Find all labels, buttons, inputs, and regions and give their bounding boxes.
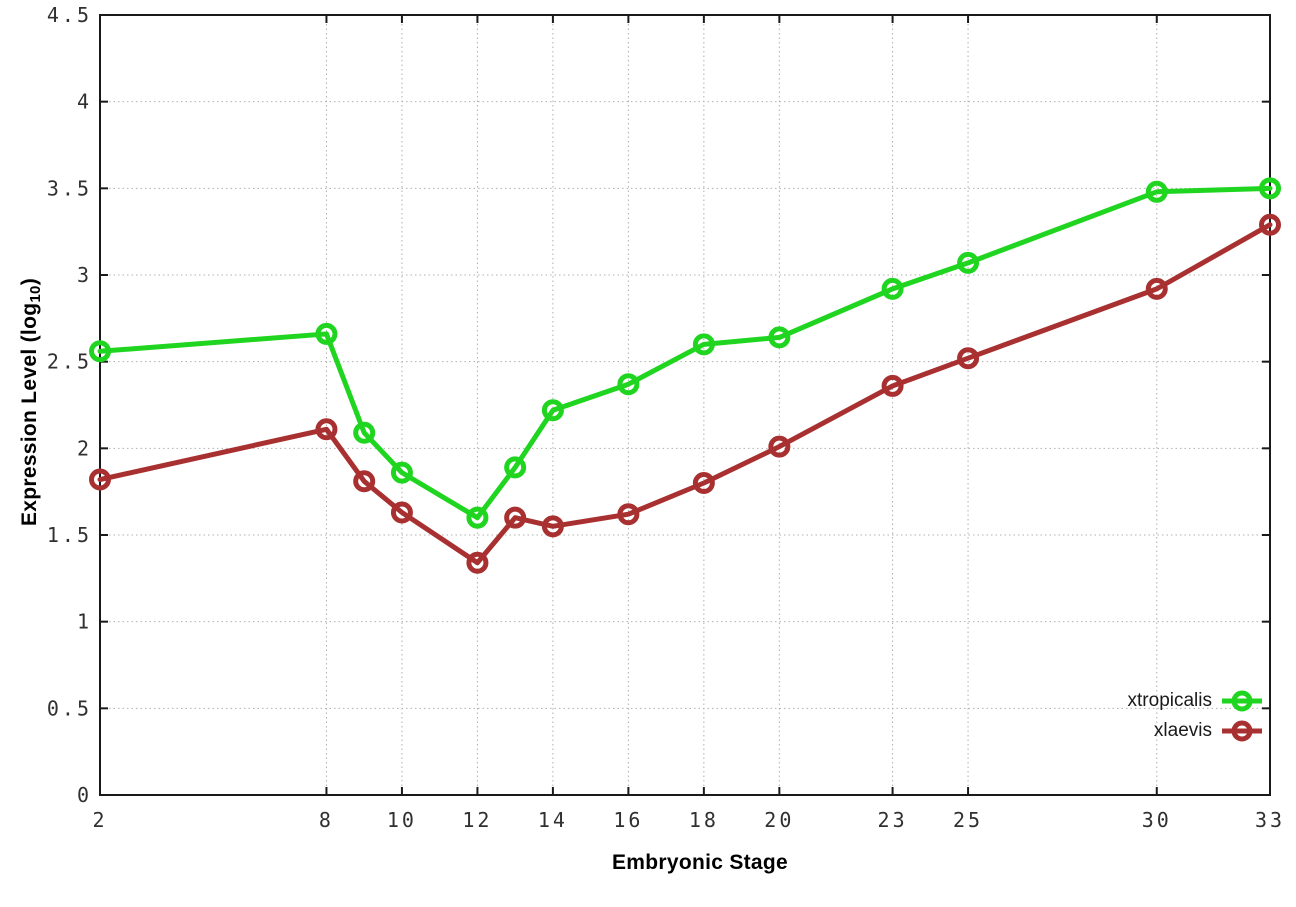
x-tick-label: 14 [538,808,568,832]
data-point-xlaevis [466,551,489,574]
y-axis-title-text: Expression Level (log [18,302,42,527]
series-line-xtropicalis [97,185,1273,521]
data-point-xtropicalis [768,326,791,349]
legend-label-xtropicalis: xtropicalis [1127,690,1212,711]
x-tick-label: 10 [387,808,417,832]
y-tick-label: 0 [77,783,92,807]
data-point-xlaevis [1259,213,1281,236]
x-tick-label: 30 [1142,808,1172,832]
y-tick-label: 2.5 [47,350,92,374]
data-point-xtropicalis [390,461,413,484]
chart-legend: xtropicalis xlaevis [1128,686,1263,746]
x-tick-label: 8 [319,808,334,832]
y-tick-label: 1.5 [47,523,92,547]
plot-border [99,14,1271,796]
y-tick-label: 4 [77,90,92,114]
x-tick-label: 18 [689,808,719,832]
data-point-xlaevis [541,515,564,538]
x-tick-label: 23 [878,808,908,832]
legend-entry-xlaevis: xlaevis [1128,716,1263,746]
y-axis-title-subscript: 10 [26,285,44,303]
data-point-xtropicalis [541,399,564,422]
data-point-xtropicalis [1145,180,1168,203]
legend-entry-xtropicalis: xtropicalis [1128,686,1263,716]
data-point-xlaevis [315,418,338,441]
data-point-xtropicalis [353,421,376,444]
data-point-xtropicalis [504,456,527,479]
x-tick-label: 16 [613,808,643,832]
y-axis-title-suffix: ) [18,277,42,286]
data-point-xtropicalis [692,333,715,356]
data-point-xtropicalis [315,322,338,345]
y-tick-label: 3 [77,263,92,287]
data-point-xtropicalis [89,340,111,363]
data-point-xlaevis [881,374,904,397]
data-point-xlaevis [617,503,640,526]
data-point-xlaevis [353,470,376,493]
y-tick-label: 2 [77,436,92,460]
legend-marker-xtropicalis-icon [1222,690,1262,712]
y-tick-label: 1 [77,610,92,634]
data-point-xlaevis [1145,277,1168,300]
data-point-xlaevis [89,468,111,491]
data-point-xtropicalis [617,373,640,396]
y-tick-label: 0.5 [47,696,92,720]
y-axis-title: Expression Level (log10) [18,278,44,526]
data-point-xlaevis [692,472,715,494]
data-point-xtropicalis [957,251,980,274]
x-tick-label: 2 [92,808,107,832]
legend-marker-xlaevis-icon [1222,720,1262,742]
legend-label-xlaevis: xlaevis [1153,720,1212,741]
data-point-xtropicalis [466,506,489,529]
x-tick-label: 12 [462,808,492,832]
data-point-xlaevis [957,347,980,370]
data-point-xtropicalis [881,277,904,300]
x-tick-label: 20 [764,808,794,832]
x-tick-label: 25 [953,808,983,832]
x-tick-label: 33 [1255,808,1285,832]
x-axis-title: Embryonic Stage [611,851,789,874]
data-point-xtropicalis [1259,177,1281,200]
data-point-xlaevis [390,501,413,524]
data-point-xlaevis [504,506,527,529]
data-point-xlaevis [768,435,791,458]
y-tick-label: 3.5 [47,176,92,200]
y-tick-label: 4.5 [47,3,92,27]
